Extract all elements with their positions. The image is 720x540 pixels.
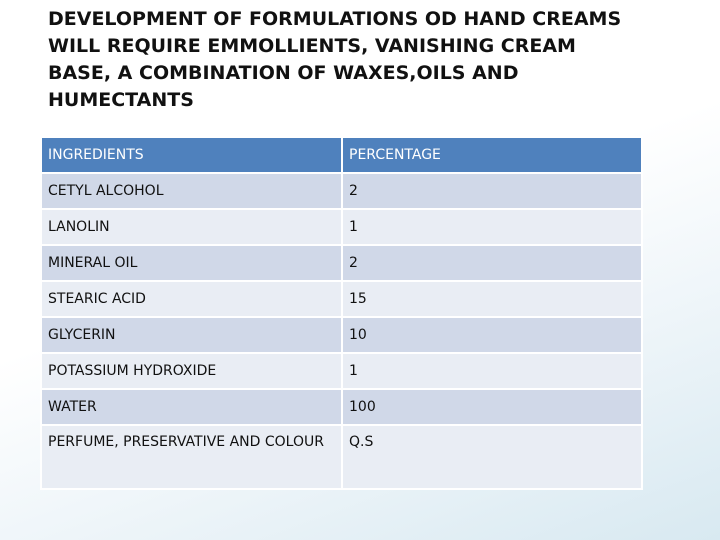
percentage-cell: 100 bbox=[341, 388, 643, 426]
ingredients-table: INGREDIENTS PERCENTAGE CETYL ALCOHOL 2 LANO… bbox=[40, 136, 643, 490]
ingredient-cell: GLYCERIN bbox=[40, 316, 343, 354]
column-header: INGREDIENTS bbox=[40, 136, 343, 174]
header-row: INGREDIENTS PERCENTAGE bbox=[40, 136, 643, 174]
table-row: POTASSIUM HYDROXIDE 1 bbox=[40, 352, 643, 390]
title-line: BASE, A COMBINATION OF WAXES,OILS AND bbox=[48, 62, 519, 84]
percentage-cell: 10 bbox=[341, 316, 643, 354]
table-row: CETYL ALCOHOL 2 bbox=[40, 172, 643, 210]
table-row: LANOLIN 1 bbox=[40, 208, 643, 246]
ingredient-cell: WATER bbox=[40, 388, 343, 426]
table-row: WATER 100 bbox=[40, 388, 643, 426]
column-header: PERCENTAGE bbox=[341, 136, 643, 174]
table-row: PERFUME, PRESERVATIVE AND COLOUR Q.S bbox=[40, 424, 643, 490]
table-row: GLYCERIN 10 bbox=[40, 316, 643, 354]
table-row: STEARIC ACID 15 bbox=[40, 280, 643, 318]
ingredient-cell: POTASSIUM HYDROXIDE bbox=[40, 352, 343, 390]
ingredient-cell: PERFUME, PRESERVATIVE AND COLOUR bbox=[40, 424, 343, 490]
percentage-cell: 1 bbox=[341, 208, 643, 246]
slide-title: DEVELOPMENT OF FORMULATIONS OD HAND CREA… bbox=[48, 6, 621, 114]
title-line: WILL REQUIRE EMMOLLIENTS, VANISHING CREA… bbox=[48, 35, 576, 57]
percentage-cell: 2 bbox=[341, 172, 643, 210]
percentage-cell: 2 bbox=[341, 244, 643, 282]
percentage-cell: 1 bbox=[341, 352, 643, 390]
table-body: CETYL ALCOHOL 2 LANOLIN 1 MINERAL OIL 2 STEARI… bbox=[40, 172, 643, 490]
title-line: HUMECTANTS bbox=[48, 89, 194, 111]
ingredient-cell: MINERAL OIL bbox=[40, 244, 343, 282]
percentage-cell: Q.S bbox=[341, 424, 643, 490]
ingredient-cell: LANOLIN bbox=[40, 208, 343, 246]
table-head: INGREDIENTS PERCENTAGE bbox=[40, 136, 643, 174]
percentage-cell: 15 bbox=[341, 280, 643, 318]
title-line: DEVELOPMENT OF FORMULATIONS OD HAND CREA… bbox=[48, 8, 622, 30]
ingredient-cell: STEARIC ACID bbox=[40, 280, 343, 318]
ingredient-cell: CETYL ALCOHOL bbox=[40, 172, 343, 210]
table-row: MINERAL OIL 2 bbox=[40, 244, 643, 282]
